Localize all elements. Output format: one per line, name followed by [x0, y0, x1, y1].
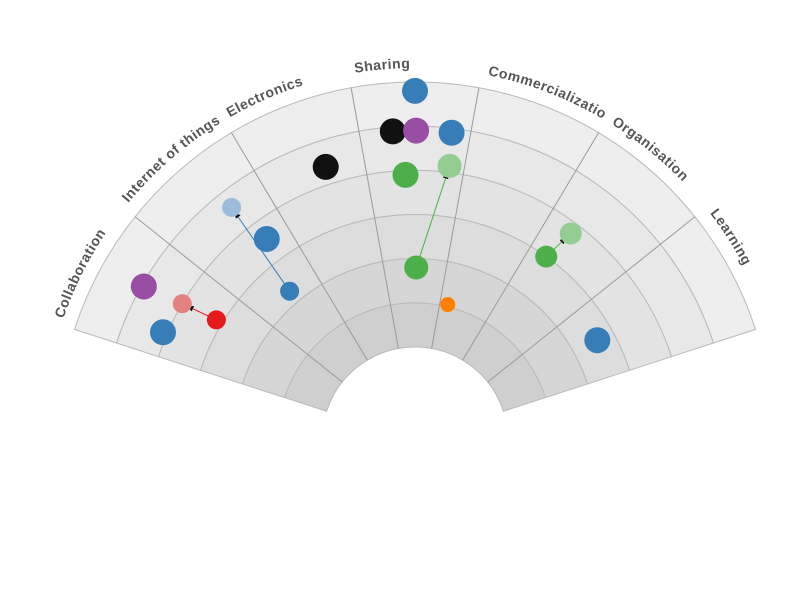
p-share-blue-2[interactable] [438, 119, 465, 146]
p-iot-blue-1[interactable] [149, 319, 176, 346]
p-share-purple[interactable] [403, 117, 430, 144]
p-collab-purple[interactable] [130, 273, 157, 300]
p-share-green-2[interactable] [404, 255, 429, 280]
p-learn-blue[interactable] [584, 327, 611, 354]
p-iot-blue-3-arrow [234, 211, 291, 292]
sector-divider-5 [462, 132, 600, 361]
p-share-green-2-arrow [415, 172, 449, 268]
p-iot-blue-2[interactable] [253, 225, 280, 252]
p-org-green[interactable] [535, 245, 558, 268]
sector-divider-4 [431, 87, 480, 349]
p-share-green-2-previous [437, 153, 462, 178]
sector-divider-1 [134, 216, 343, 383]
p-iot-blue-3[interactable] [280, 281, 300, 301]
sector-dividers [134, 87, 696, 383]
sector-divider-6 [487, 216, 696, 383]
p-comm-orange[interactable] [440, 297, 456, 313]
p-share-blue-1[interactable] [402, 77, 428, 104]
p-collab-red-previous [172, 294, 192, 314]
p-org-green-previous [559, 222, 582, 245]
sector-divider-2 [230, 132, 368, 361]
p-elec-black[interactable] [312, 153, 339, 180]
p-share-green-1[interactable] [392, 161, 419, 188]
sector-divider-3 [350, 87, 399, 349]
sector-label-text-3: Sharing [353, 55, 410, 76]
data-points [130, 77, 611, 354]
p-iot-blue-3-previous [222, 197, 242, 217]
p-collab-red[interactable] [206, 310, 226, 330]
sector-label-3: Sharing [353, 55, 410, 76]
p-share-black[interactable] [379, 118, 406, 145]
